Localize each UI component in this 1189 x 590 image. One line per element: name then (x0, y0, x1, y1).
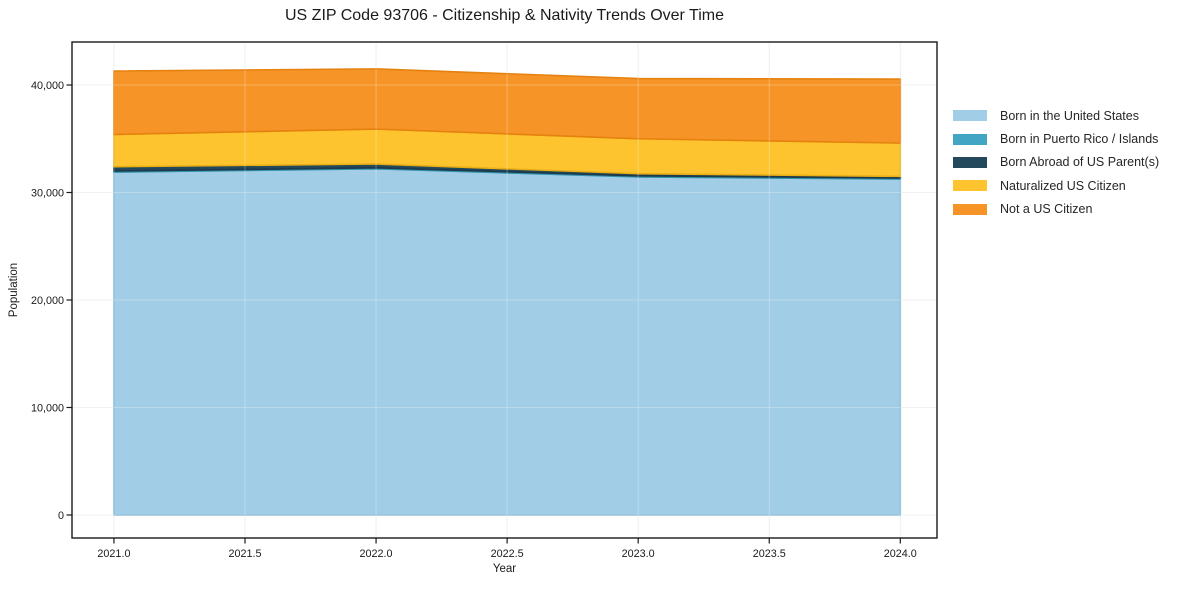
x-tick-label: 2022.5 (491, 548, 524, 560)
y-tick-label: 40,000 (31, 80, 64, 92)
y-tick-label: 0 (58, 510, 64, 522)
legend-item-not-a-us-citizen: Not a US Citizen (953, 198, 1159, 221)
legend-label-not-a-us-citizen: Not a US Citizen (1000, 202, 1093, 217)
legend-swatch-not-a-us-citizen (953, 203, 987, 215)
y-tick-label: 20,000 (31, 295, 64, 307)
legend-item-born-abroad-of-us-parent-s: Born Abroad of US Parent(s) (953, 151, 1159, 174)
y-tick-label: 10,000 (31, 402, 64, 414)
x-tick-label: 2024.0 (884, 548, 917, 560)
legend-label-born-abroad-of-us-parent-s: Born Abroad of US Parent(s) (1000, 155, 1160, 170)
x-tick-label: 2023.5 (753, 548, 786, 560)
legend-label-born-in-the-united-states: Born in the United States (1000, 108, 1139, 123)
x-tick-label: 2022.0 (360, 548, 393, 560)
x-axis-label: Year (492, 563, 517, 575)
y-tick-label: 30,000 (31, 187, 64, 199)
legend-label-naturalized-us-citizen: Naturalized US Citizen (1000, 178, 1126, 193)
legend-swatch-naturalized-us-citizen (953, 180, 987, 192)
x-tick-label: 2023.0 (622, 548, 655, 560)
legend-item-naturalized-us-citizen: Naturalized US Citizen (953, 174, 1159, 197)
legend-swatch-born-abroad-of-us-parent-s (953, 156, 987, 168)
legend-item-born-in-the-united-states: Born in the United States (953, 104, 1159, 127)
plot-border (71, 41, 938, 539)
x-tick-label: 2021.0 (97, 548, 130, 560)
legend-item-born-in-puerto-rico-islands: Born in Puerto Rico / Islands (953, 127, 1159, 150)
legend: Born in the United States Born in Puerto … (953, 104, 1159, 221)
x-tick-label: 2021.5 (228, 548, 261, 560)
legend-swatch-born-in-puerto-rico-islands (953, 133, 987, 145)
area-not-a-us-citizen (113, 68, 902, 144)
chart-title: US ZIP Code 93706 - Citizenship & Nativi… (285, 7, 724, 24)
legend-swatch-born-in-the-united-states (953, 110, 987, 122)
legend-label-born-in-puerto-rico-islands: Born in Puerto Rico / Islands (1000, 132, 1159, 147)
